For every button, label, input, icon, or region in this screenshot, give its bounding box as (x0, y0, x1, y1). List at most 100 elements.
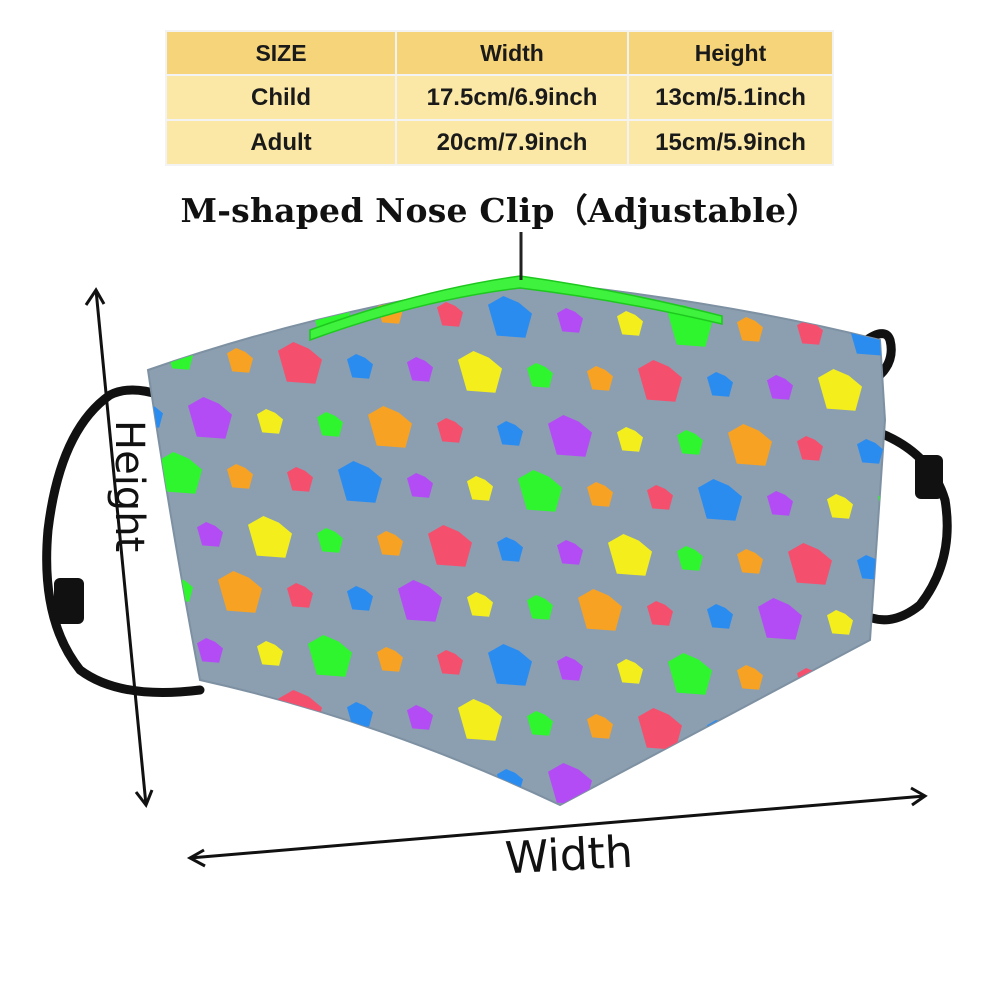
pattern-shape (257, 409, 283, 434)
pattern-shape (827, 610, 853, 635)
pattern-shape (728, 424, 772, 466)
pattern-shape (148, 626, 172, 668)
pattern-shape (728, 772, 772, 805)
pattern-shape (818, 369, 862, 411)
height-header: Height (627, 30, 834, 76)
pattern-shape (857, 439, 883, 464)
pattern-shape (827, 494, 853, 519)
pattern-shape (737, 317, 763, 342)
pattern-shape (707, 720, 733, 745)
width-label: Width (503, 826, 635, 885)
pattern-shape (917, 326, 943, 351)
pattern-shape (218, 571, 262, 613)
pattern-shape (437, 650, 463, 675)
size-name: Adult (165, 119, 397, 166)
pattern-shape (587, 366, 613, 391)
pattern-shape (548, 415, 592, 457)
loop-adjuster-left (54, 578, 84, 624)
pattern-shape (308, 635, 352, 677)
pattern-shape (437, 766, 463, 791)
pattern-shape (197, 290, 223, 315)
pattern-shape (398, 580, 442, 622)
pattern-shape (797, 668, 823, 693)
pattern-shape (557, 540, 583, 565)
pattern-shape (557, 656, 583, 681)
ear-loop-right (855, 329, 952, 625)
pattern-shape (317, 760, 343, 785)
pattern-shape (497, 421, 523, 446)
nose-clip-label: M-shaped Nose Clip（Adjustable） (180, 191, 820, 230)
pattern-shape (188, 745, 232, 787)
pattern-shape (947, 732, 973, 757)
pattern-shape (347, 354, 373, 379)
pattern-shape (707, 604, 733, 629)
height-arrow (84, 287, 154, 809)
pattern-shape (737, 549, 763, 574)
pattern-shape (917, 674, 943, 699)
pattern-shape (148, 280, 172, 320)
pattern-shape (527, 711, 553, 736)
pattern-shape (368, 754, 412, 796)
pattern-shape (647, 485, 673, 510)
pattern-shape (377, 531, 403, 556)
pattern-shape (188, 397, 232, 439)
pattern-shape (767, 491, 793, 516)
pattern-shape (248, 516, 292, 558)
pattern-shape (257, 641, 283, 666)
pattern-shape (617, 775, 643, 800)
loop-adjuster-right (915, 455, 943, 499)
pattern-shape (458, 351, 502, 393)
pattern-shape (638, 708, 682, 750)
pattern-shape (407, 357, 433, 382)
pattern-shape (587, 482, 613, 507)
size-chart-header-row: SIZE Width Height (165, 30, 834, 76)
pattern-shape (317, 528, 343, 553)
pattern-shape (527, 595, 553, 620)
pattern-shape (797, 320, 823, 345)
pattern-shape (677, 546, 703, 571)
size-row-adult: Adult 20cm/7.9inch 15cm/5.9inch (165, 119, 834, 166)
pattern-shape (887, 729, 913, 754)
pattern-shape (617, 659, 643, 684)
ear-loop-left (42, 385, 205, 697)
pattern-shape (368, 406, 412, 448)
pattern-shape (758, 598, 802, 640)
pattern-shape (767, 723, 793, 748)
pattern-shape (677, 778, 703, 803)
pattern-shape (428, 525, 472, 567)
pattern-shape (317, 412, 343, 437)
pattern-shape (587, 714, 613, 739)
pattern-shape (347, 586, 373, 611)
pattern-shape (257, 757, 283, 782)
pattern-shape (848, 662, 885, 704)
pattern-shape (797, 436, 823, 461)
pattern-shape (698, 479, 742, 521)
pattern-shape (647, 601, 673, 626)
width-header: Width (395, 30, 629, 76)
pattern-shape (938, 607, 982, 649)
pattern-shape (347, 702, 373, 727)
pattern-shape (737, 665, 763, 690)
pattern-shape (338, 461, 382, 503)
pattern-shape (617, 311, 643, 336)
height-label: Height (106, 420, 152, 553)
pattern-shape (437, 302, 463, 327)
pattern-shape (278, 342, 322, 384)
pattern-shape (227, 464, 253, 489)
size-header: SIZE (165, 30, 397, 76)
pattern-shape (668, 653, 712, 695)
pattern-shape (437, 418, 463, 443)
pattern-shape (887, 381, 913, 406)
pattern-shape (467, 592, 493, 617)
pattern-shape (557, 308, 583, 333)
pattern-shape (638, 360, 682, 402)
width-value: 20cm/7.9inch (395, 119, 629, 166)
pattern-shape (257, 293, 283, 318)
pattern-shape (227, 348, 253, 373)
pattern-shape (947, 384, 973, 409)
pattern-shape (197, 522, 223, 547)
pattern-shape (158, 452, 202, 494)
width-value: 17.5cm/6.9inch (395, 74, 629, 121)
pattern-shape (227, 696, 253, 721)
